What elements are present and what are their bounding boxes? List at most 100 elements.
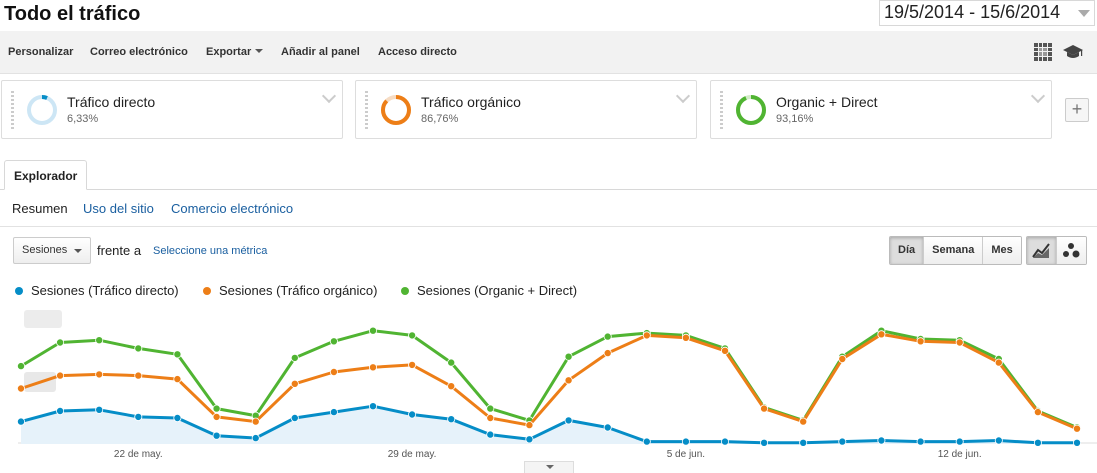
data-point — [721, 437, 730, 446]
data-point — [486, 430, 495, 439]
data-point — [603, 423, 612, 432]
metric-select[interactable]: Sesiones — [13, 237, 91, 264]
line-chart-button[interactable] — [1027, 237, 1056, 264]
data-point — [838, 355, 847, 364]
data-point — [290, 414, 299, 423]
chart-type-toggle — [1026, 236, 1087, 265]
chart-collapse-tab[interactable] — [524, 461, 574, 473]
data-point — [525, 421, 534, 430]
data-point — [329, 337, 338, 346]
granularity-month-button[interactable]: Mes — [982, 237, 1021, 264]
motion-chart-button[interactable] — [1056, 237, 1086, 264]
shortcut-button[interactable]: Acceso directo — [378, 46, 457, 58]
data-point — [16, 417, 25, 426]
segment-card[interactable]: Tráfico orgánico 86,76% — [355, 80, 697, 139]
data-point — [173, 350, 182, 359]
data-point — [760, 438, 769, 447]
data-point — [681, 333, 690, 342]
data-point — [486, 404, 495, 413]
chevron-down-icon — [546, 465, 554, 469]
segment-name: Tráfico orgánico — [421, 94, 521, 110]
add-to-dashboard-button[interactable]: Añadir al panel — [281, 46, 360, 58]
legend-item: Sesiones (Tráfico directo) — [15, 283, 179, 298]
add-segment-button[interactable]: + — [1065, 98, 1089, 122]
segment-card[interactable]: Tráfico directo 6,33% — [1, 80, 343, 139]
data-point — [56, 407, 65, 416]
x-tick-label: 5 de jun. — [667, 449, 705, 460]
data-point — [212, 412, 221, 421]
segment-donut-icon — [736, 95, 766, 125]
email-button[interactable]: Correo electrónico — [90, 46, 188, 58]
x-tick-label: 12 de jun. — [938, 449, 982, 460]
data-point — [134, 344, 143, 353]
data-point — [1073, 438, 1082, 447]
data-point — [525, 435, 534, 444]
line-chart-icon — [1032, 243, 1050, 258]
customize-button[interactable]: Personalizar — [8, 46, 74, 58]
series-area — [21, 406, 1077, 444]
bubble-chart-icon — [1063, 243, 1080, 258]
date-range-picker[interactable]: 19/5/2014 - 15/6/2014 — [879, 0, 1095, 26]
data-point — [368, 402, 377, 411]
legend-item: Sesiones (Tráfico orgánico) — [203, 283, 377, 298]
segment-donut-icon — [27, 95, 57, 125]
data-point — [955, 338, 964, 347]
data-point — [95, 370, 104, 379]
data-point — [251, 417, 260, 426]
granularity-day-button[interactable]: Día — [890, 237, 924, 264]
data-point — [681, 437, 690, 446]
data-point — [955, 437, 964, 446]
data-point — [134, 412, 143, 421]
segment-percentage: 86,76% — [421, 113, 459, 125]
data-point — [408, 331, 417, 340]
subnav-ecommerce[interactable]: Comercio electrónico — [171, 201, 294, 216]
data-point — [408, 360, 417, 369]
data-point — [642, 331, 651, 340]
drag-handle-icon[interactable] — [720, 91, 723, 129]
data-point — [877, 330, 886, 339]
blurred-y-label-top — [24, 310, 62, 328]
date-range-caret-icon[interactable] — [1078, 10, 1090, 17]
data-point — [603, 349, 612, 358]
data-point — [368, 326, 377, 335]
chevron-down-icon — [74, 249, 82, 253]
data-point — [564, 376, 573, 385]
data-point — [994, 436, 1003, 445]
data-point — [212, 431, 221, 440]
data-point — [290, 379, 299, 388]
data-point — [799, 417, 808, 426]
data-point — [447, 358, 456, 367]
grid-icon[interactable] — [1034, 43, 1052, 61]
subnav-divider — [0, 226, 1097, 227]
chevron-down-icon[interactable] — [1030, 88, 1046, 104]
data-point — [329, 368, 338, 377]
export-button[interactable]: Exportar — [206, 46, 264, 58]
subnav-site-usage[interactable]: Uso del sitio — [83, 201, 154, 216]
report-toolbar: Personalizar Correo electrónico Exportar… — [0, 31, 1097, 74]
data-point — [994, 358, 1003, 367]
data-point — [56, 371, 65, 380]
data-point — [134, 371, 143, 380]
segment-card[interactable]: Organic + Direct 93,16% — [710, 80, 1052, 139]
granularity-week-button[interactable]: Semana — [923, 237, 983, 264]
chevron-down-icon[interactable] — [321, 88, 337, 104]
graduation-cap-icon[interactable] — [1063, 43, 1083, 61]
data-point — [290, 353, 299, 362]
data-point — [16, 384, 25, 393]
subnav-summary[interactable]: Resumen — [12, 201, 68, 216]
legend-label: Sesiones (Tráfico orgánico) — [219, 283, 378, 298]
drag-handle-icon[interactable] — [365, 91, 368, 129]
chevron-down-icon[interactable] — [675, 88, 691, 104]
line-chart: 22 de may. 29 de may. 5 de jun. 12 de jun. — [16, 310, 1097, 460]
drag-handle-icon[interactable] — [11, 91, 14, 129]
select-metric-link[interactable]: Seleccione una métrica — [153, 245, 268, 257]
data-point — [173, 375, 182, 384]
date-range-text: 19/5/2014 - 15/6/2014 — [884, 2, 1061, 22]
tab-explorer[interactable]: Explorador — [4, 160, 88, 190]
export-dropdown-icon — [255, 49, 264, 53]
x-tick-label: 29 de may. — [388, 449, 437, 460]
export-label: Exportar — [206, 46, 252, 58]
data-point — [1033, 438, 1042, 447]
data-point — [447, 382, 456, 391]
legend-label: Sesiones (Tráfico directo) — [31, 283, 179, 298]
